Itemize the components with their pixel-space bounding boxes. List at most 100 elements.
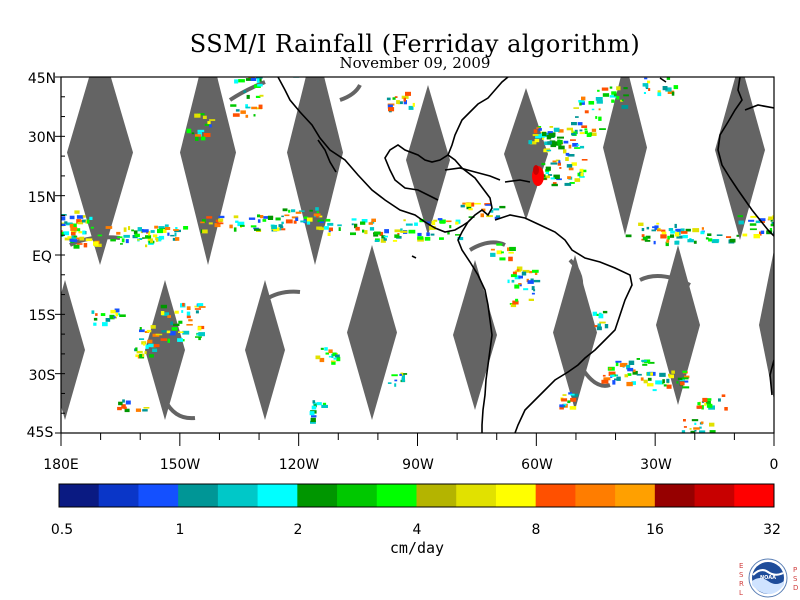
lat-label-eq: EQ [32,249,52,265]
rain-patch [288,209,291,213]
rain-patch [700,421,704,424]
rain-patch [568,392,572,395]
rain-patch [278,224,283,228]
rain-patch [120,243,123,245]
rain-patch [748,219,755,222]
rain-patch [82,215,86,218]
rain-patch [568,167,574,171]
rain-patch [621,99,624,102]
rain-patch [557,136,564,139]
rain-patch [292,74,299,77]
rain-patch [687,239,694,243]
rain-patch [400,230,408,233]
rain-patch [284,214,290,217]
rain-patch [317,219,324,223]
rain-patch [594,325,598,328]
colorbar-cell [694,484,735,507]
rain-patch [195,310,199,314]
rain-patch [462,202,469,205]
rain-patch [255,77,263,79]
rain-patch [267,215,274,220]
colorbar-cell [575,484,616,507]
colorbar [59,484,775,507]
rain-patch [257,214,261,218]
rain-patch [123,227,127,232]
rain-patch [545,170,549,174]
rain-patch [641,228,645,232]
rain-patch [563,149,567,154]
rain-patch [661,231,667,235]
rain-patch [327,232,331,236]
rain-patch [396,100,400,105]
rain-patch [289,66,294,69]
rain-patch [251,106,257,110]
lat-label-15s: 15S [29,308,56,324]
rain-patch [580,101,585,105]
no-data-swath [145,280,185,420]
rain-patch [579,176,585,178]
rain-patch [774,217,780,220]
rain-patch [652,226,659,229]
rain-patch [682,234,688,239]
rain-patch [316,211,319,213]
map-title: SSM/I Rainfall (Ferriday algorithm) [189,30,641,58]
rain-patch [374,239,380,242]
rain-patch [641,234,645,238]
rain-patch [729,238,736,243]
rain-patch [609,95,617,98]
rain-patch [122,399,125,403]
no-data-swath [715,77,765,240]
rain-patch [532,134,539,137]
rain-patch [319,357,325,363]
rain-patch [70,227,78,231]
rain-patch [139,354,145,359]
rain-patch [109,314,115,320]
rain-patch [535,134,541,139]
map-area [61,66,780,433]
rain-patch [652,389,657,392]
rain-patch [331,360,336,363]
rain-patch [439,237,444,240]
rain-patch [117,406,122,411]
rain-patch [670,230,675,234]
no-data-swath [603,77,647,235]
colorbar-cell [98,484,139,507]
rain-patch [262,219,267,222]
rain-patch [91,310,95,314]
rain-patch [528,140,533,145]
rain-patch [758,218,766,222]
rain-patch [592,311,597,316]
rain-patch [77,222,84,225]
rain-patch [391,374,398,377]
rain-patch [615,361,619,367]
colorbar-cell [456,484,497,507]
rain-patch [633,369,636,373]
rain-patch [753,234,760,239]
rain-patch [309,209,313,212]
rain-patch [386,97,391,101]
rain-patch [181,310,184,313]
rain-patch [188,319,193,322]
rain-patch [293,220,297,224]
rain-patch [97,234,103,237]
rain-patch [149,354,154,358]
rain-patch [320,347,324,350]
colorbar-label-4: 4 [413,522,422,538]
logo-right-letter-s: S [793,575,798,583]
rain-patch [675,228,682,232]
rain-patch [542,131,547,137]
rain-patch [511,279,515,283]
lon-label-0: 0 [770,457,779,473]
rain-patch [704,403,707,406]
rain-patch [255,95,261,98]
rain-patch [350,232,356,236]
rain-patch [612,380,616,385]
rain-patch [405,223,413,226]
rain-patch [557,162,561,166]
rain-patch [558,145,565,150]
rain-patch [468,216,475,218]
rain-patch [575,116,579,118]
rain-patch [571,122,577,126]
rain-patch [306,221,311,225]
